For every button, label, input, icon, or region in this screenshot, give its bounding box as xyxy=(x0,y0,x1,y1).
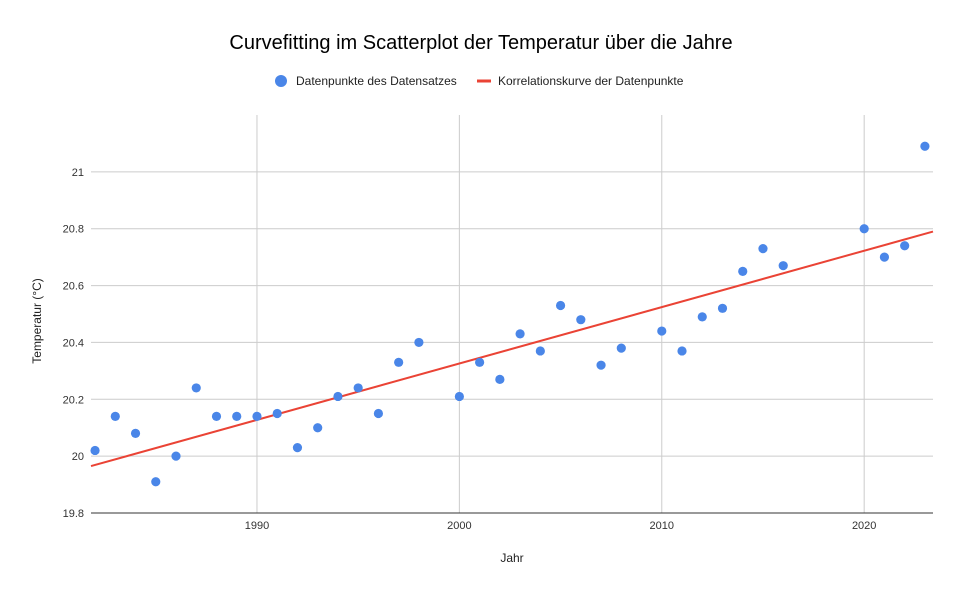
data-point xyxy=(414,337,424,348)
data-point xyxy=(333,391,343,402)
tick-labels: 19.8 20 20.2 20.4 20.6 20.8 21 1990 2000 2010 2020 xyxy=(63,167,877,532)
data-point xyxy=(758,244,768,254)
data-point xyxy=(191,383,201,393)
grid xyxy=(91,115,933,513)
legend: Datenpunkte des Datensatzes Korrelations… xyxy=(275,74,684,88)
data-point xyxy=(110,411,120,421)
y-tick-label: 21 xyxy=(72,167,84,179)
data-point xyxy=(130,428,141,438)
legend-label-points: Datenpunkte des Datensatzes xyxy=(296,74,457,88)
data-point xyxy=(90,445,100,456)
data-point xyxy=(697,312,707,322)
y-tick-label: 20.2 xyxy=(63,394,84,406)
data-point xyxy=(859,224,869,234)
data-point xyxy=(535,346,545,356)
x-tick-label: 2010 xyxy=(650,520,674,532)
legend-marker-points xyxy=(275,75,287,87)
y-tick-label: 20.8 xyxy=(63,224,84,236)
x-axis-title: Jahr xyxy=(500,551,523,565)
data-point xyxy=(515,329,525,339)
data-point xyxy=(657,326,667,336)
data-point xyxy=(313,423,323,433)
data-point xyxy=(151,477,161,487)
data-point xyxy=(677,346,687,356)
data-point xyxy=(778,261,788,271)
y-tick-label: 19.8 xyxy=(63,508,84,520)
data-point xyxy=(454,391,464,402)
data-point xyxy=(738,266,748,276)
data-point xyxy=(373,408,384,419)
data-point xyxy=(717,303,728,313)
data-point xyxy=(272,408,282,419)
data-point xyxy=(292,443,303,453)
y-tick-label: 20.6 xyxy=(63,281,84,293)
chart-title: Curvefitting im Scatterplot der Temperat… xyxy=(229,32,732,54)
data-point xyxy=(555,300,566,311)
data-point xyxy=(900,241,910,251)
data-point xyxy=(232,411,242,421)
data-point xyxy=(211,411,222,421)
data-point xyxy=(616,343,626,353)
x-tick-label: 2000 xyxy=(447,520,471,532)
legend-label-line: Korrelationskurve der Datenpunkte xyxy=(498,74,684,88)
data-point xyxy=(475,357,485,367)
fit-line-layer xyxy=(90,230,934,468)
y-tick-label: 20 xyxy=(72,451,84,463)
data-point xyxy=(171,451,181,461)
y-tick-label: 20.4 xyxy=(63,337,84,349)
y-axis-title: Temperatur (°C) xyxy=(30,278,44,363)
data-point xyxy=(920,141,930,151)
x-tick-label: 1990 xyxy=(245,520,269,532)
data-points xyxy=(90,141,930,487)
data-point xyxy=(252,411,262,421)
data-point xyxy=(394,357,404,367)
data-point xyxy=(495,374,505,384)
fit-line xyxy=(90,230,934,468)
data-point xyxy=(879,252,890,262)
data-point xyxy=(353,383,363,393)
x-tick-label: 2020 xyxy=(852,520,876,532)
data-point xyxy=(576,315,586,325)
data-point xyxy=(596,360,606,370)
